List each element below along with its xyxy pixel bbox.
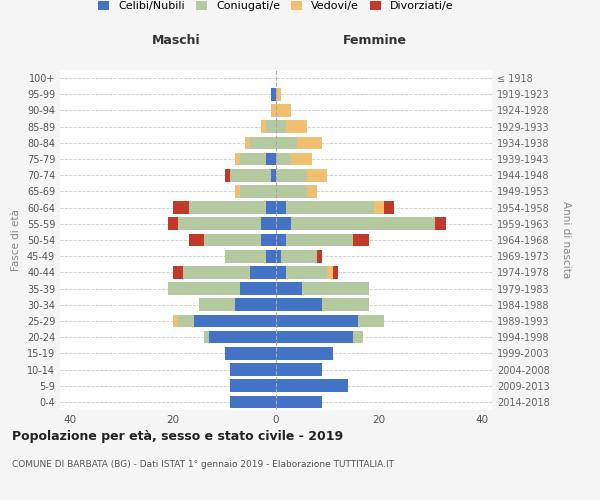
Bar bbox=[276, 363, 322, 376]
Bar bbox=[286, 202, 374, 214]
Bar bbox=[276, 120, 286, 133]
Bar bbox=[178, 218, 260, 230]
Bar bbox=[204, 331, 209, 344]
Bar bbox=[276, 331, 353, 344]
Bar bbox=[173, 202, 188, 214]
Bar bbox=[276, 169, 307, 181]
Text: Popolazione per età, sesso e stato civile - 2019: Popolazione per età, sesso e stato civil… bbox=[12, 430, 343, 443]
Bar bbox=[235, 298, 276, 311]
Bar bbox=[271, 88, 276, 101]
Bar bbox=[230, 169, 271, 181]
Bar bbox=[436, 218, 446, 230]
Bar bbox=[266, 202, 276, 214]
Bar bbox=[271, 169, 276, 181]
Bar bbox=[292, 152, 312, 166]
Bar bbox=[302, 282, 368, 295]
Bar bbox=[173, 266, 184, 278]
Bar bbox=[307, 169, 328, 181]
Bar bbox=[168, 282, 240, 295]
Bar bbox=[224, 347, 276, 360]
Text: Femmine: Femmine bbox=[343, 34, 407, 48]
Text: Maschi: Maschi bbox=[152, 34, 201, 48]
Bar bbox=[266, 152, 276, 166]
Bar bbox=[276, 266, 286, 278]
Bar bbox=[276, 185, 307, 198]
Bar bbox=[276, 152, 292, 166]
Bar bbox=[250, 136, 276, 149]
Text: COMUNE DI BARBATA (BG) - Dati ISTAT 1° gennaio 2019 - Elaborazione TUTTITALIA.IT: COMUNE DI BARBATA (BG) - Dati ISTAT 1° g… bbox=[12, 460, 394, 469]
Bar bbox=[240, 185, 276, 198]
Bar bbox=[260, 218, 276, 230]
Bar bbox=[276, 202, 286, 214]
Bar bbox=[271, 104, 276, 117]
Bar bbox=[224, 250, 266, 262]
Bar bbox=[230, 396, 276, 408]
Legend: Celibi/Nubili, Coniugati/e, Vedovi/e, Divorziati/e: Celibi/Nubili, Coniugati/e, Vedovi/e, Di… bbox=[98, 1, 454, 11]
Bar bbox=[353, 331, 364, 344]
Bar bbox=[276, 136, 296, 149]
Bar bbox=[317, 250, 322, 262]
Bar bbox=[194, 314, 276, 328]
Bar bbox=[286, 120, 307, 133]
Bar bbox=[276, 234, 286, 246]
Bar bbox=[276, 250, 281, 262]
Bar bbox=[358, 314, 384, 328]
Bar bbox=[328, 266, 332, 278]
Bar bbox=[184, 266, 250, 278]
Y-axis label: Fasce di età: Fasce di età bbox=[11, 209, 21, 271]
Bar bbox=[204, 234, 260, 246]
Bar bbox=[178, 314, 194, 328]
Bar bbox=[260, 120, 266, 133]
Bar bbox=[168, 218, 178, 230]
Bar bbox=[276, 104, 292, 117]
Bar bbox=[276, 88, 281, 101]
Bar bbox=[353, 234, 368, 246]
Bar bbox=[224, 169, 230, 181]
Bar bbox=[245, 136, 250, 149]
Bar bbox=[307, 185, 317, 198]
Bar bbox=[240, 152, 266, 166]
Bar bbox=[286, 234, 353, 246]
Bar bbox=[230, 363, 276, 376]
Bar bbox=[276, 347, 332, 360]
Bar bbox=[322, 298, 368, 311]
Bar bbox=[199, 298, 235, 311]
Bar bbox=[374, 202, 384, 214]
Bar bbox=[266, 120, 276, 133]
Bar bbox=[173, 314, 178, 328]
Bar bbox=[276, 314, 358, 328]
Bar bbox=[296, 136, 322, 149]
Bar bbox=[266, 250, 276, 262]
Bar bbox=[276, 298, 322, 311]
Bar bbox=[276, 396, 322, 408]
Bar bbox=[384, 202, 394, 214]
Bar bbox=[250, 266, 276, 278]
Bar bbox=[188, 234, 204, 246]
Bar bbox=[230, 380, 276, 392]
Bar bbox=[260, 234, 276, 246]
Bar bbox=[286, 266, 328, 278]
Bar bbox=[235, 152, 240, 166]
Bar bbox=[332, 266, 338, 278]
Y-axis label: Anni di nascita: Anni di nascita bbox=[561, 202, 571, 278]
Bar bbox=[188, 202, 266, 214]
Bar bbox=[235, 185, 240, 198]
Bar bbox=[276, 282, 302, 295]
Bar bbox=[276, 380, 348, 392]
Bar bbox=[240, 282, 276, 295]
Bar bbox=[281, 250, 317, 262]
Bar bbox=[209, 331, 276, 344]
Bar bbox=[292, 218, 436, 230]
Bar bbox=[276, 218, 292, 230]
